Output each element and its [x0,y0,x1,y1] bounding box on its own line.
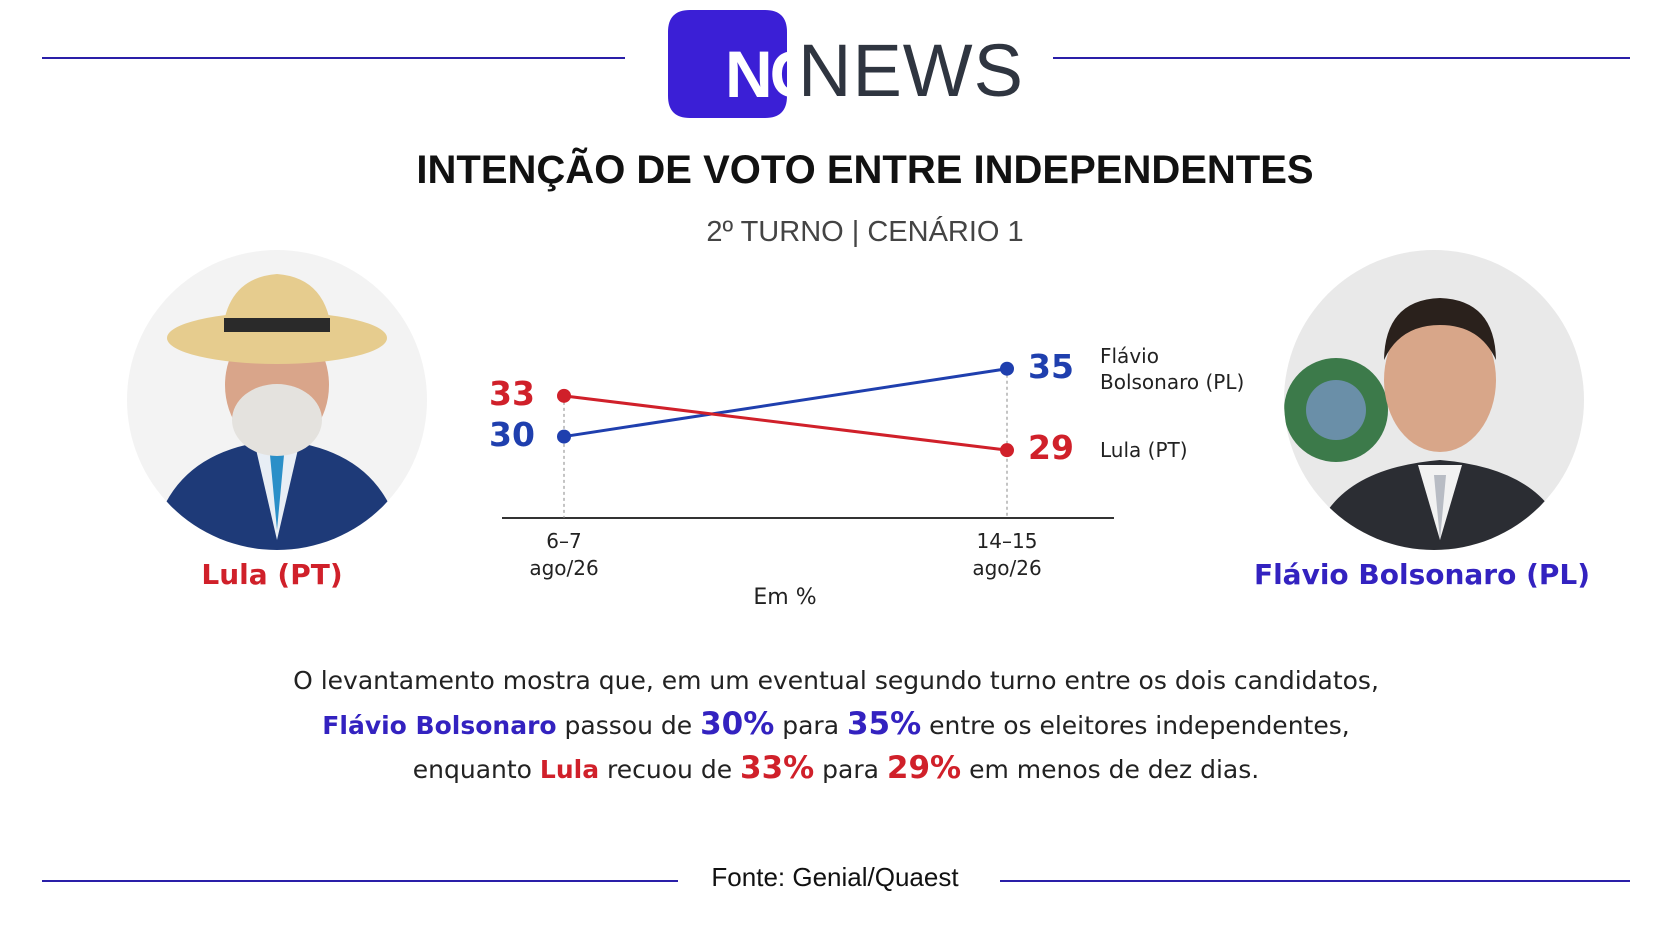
text: entre os eleitores independentes, [921,711,1350,740]
point [1000,443,1014,458]
data-label: 30 [489,414,535,454]
text: 33% [740,750,815,786]
text: enquanto [412,755,540,784]
text: Lula [539,755,600,784]
text: 30% [700,706,775,742]
text: para [774,711,847,740]
point [557,388,571,403]
text: O levantamento mostra que, em um eventua… [293,666,1379,695]
photo-flavio [1284,250,1584,550]
logo-name: NEWS [798,29,1024,112]
paragraph-line: enquanto Lula recuou de 33% para 29% em … [0,750,1672,786]
text: Flávio Bolsonaro [322,711,557,740]
text: em menos de dez dias. [961,755,1260,784]
text: passou de [556,711,701,740]
candidate-name: Lula (PT) [201,558,343,591]
source: Fonte: Genial/Quaest [711,862,959,892]
series-line [563,367,1008,439]
text: recuou de [599,755,741,784]
chart-title: INTENÇÃO DE VOTO ENTRE INDEPENDENTES [416,148,1314,192]
x-tick-label: 14–15 ago/26 [972,529,1042,580]
x-tick-label: 6–7 ago/26 [529,529,599,580]
series-line [563,394,1008,452]
point [1000,361,1014,376]
text: para [814,755,887,784]
point [557,429,571,444]
legend-label: Lula (PT) [1100,438,1188,463]
chart-subtitle: 2º TURNO | CENÁRIO 1 [706,216,1024,248]
legend-label: Flávio Bolsonaro (PL) [1100,343,1245,394]
paragraph-line: Flávio Bolsonaro passou de 30% para 35% … [0,706,1672,742]
x-axis-label: Em % [753,585,817,610]
data-label: 29 [1028,428,1074,468]
text: 35% [846,706,922,742]
logo-badge [668,10,787,118]
text: 29% [886,750,962,786]
paragraph-line: O levantamento mostra que, em um eventua… [0,666,1672,695]
candidate-name: Flávio Bolsonaro (PL) [1253,558,1591,591]
logo-mark: NC [725,37,817,111]
photo-lula [127,250,427,550]
data-label: 33 [489,373,535,413]
data-label: 35 [1028,346,1074,386]
